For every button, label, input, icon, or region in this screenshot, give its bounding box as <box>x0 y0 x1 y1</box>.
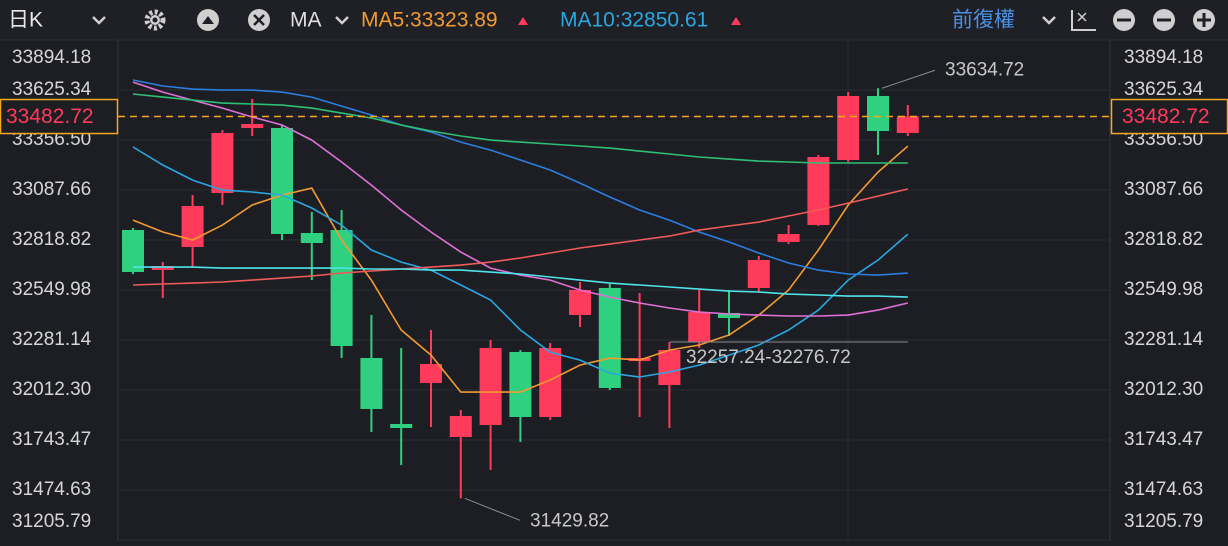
ma-line <box>132 188 908 286</box>
y-tick-label: 31205.79 <box>12 511 91 532</box>
axis-scale-icon[interactable] <box>1071 10 1096 31</box>
y-tick-label: 33625.34 <box>12 79 92 100</box>
candle-body <box>688 311 711 342</box>
last-price-label: 33482.72 <box>6 105 94 128</box>
candle-body <box>896 116 919 133</box>
collapse-icon[interactable] <box>197 9 219 31</box>
y-tick-label: 31743.47 <box>1124 429 1203 450</box>
candle-body <box>479 348 502 425</box>
candle-body <box>360 357 383 409</box>
ma5-legend: MA5:33323.89 <box>361 9 498 32</box>
candle-body <box>181 206 204 247</box>
candle-body <box>539 348 562 417</box>
dropdown-icon[interactable] <box>335 16 349 25</box>
settings-icon[interactable] <box>144 9 166 31</box>
y-tick-label: 32818.82 <box>12 229 91 250</box>
min-label: 31429.82 <box>530 510 609 531</box>
y-tick-label: 32818.82 <box>1124 229 1203 250</box>
last-price-box <box>0 98 119 135</box>
y-tick-label: 31474.63 <box>12 479 91 500</box>
ma10-legend: MA10:32850.61 <box>560 9 708 32</box>
candle-body <box>241 124 264 129</box>
candle-body <box>509 351 532 417</box>
y-tick-label: 33087.66 <box>12 179 91 200</box>
candle-body <box>330 229 353 346</box>
y-tick-label: 32549.98 <box>12 279 91 300</box>
candle-body <box>718 312 740 318</box>
up-arrow <box>518 17 528 25</box>
candle-body <box>747 259 770 288</box>
candle-body <box>598 287 621 388</box>
close-indicator-icon[interactable] <box>248 9 270 31</box>
y-tick-label: 32012.30 <box>1124 379 1203 400</box>
period-selector[interactable]: 日K <box>8 9 43 32</box>
y-tick-label: 31743.47 <box>12 429 91 450</box>
y-tick-label: 32012.30 <box>12 379 91 400</box>
candle-body <box>569 289 591 315</box>
indicator-selector[interactable]: MA <box>290 9 322 32</box>
candle-body <box>420 364 442 383</box>
y-tick-label: 33894.18 <box>1124 47 1203 68</box>
dropdown-icon[interactable] <box>92 16 106 25</box>
zoom-in-icon[interactable] <box>1193 9 1215 31</box>
candle-body <box>837 95 860 160</box>
y-tick-label: 32281.14 <box>12 329 92 350</box>
y-tick-label: 31205.79 <box>1124 511 1203 532</box>
up-arrow <box>731 17 741 25</box>
candle-body <box>300 232 323 243</box>
labels: 31205.79 31205.79 31474.63 31474.63 31743.47… <box>0 47 1228 532</box>
y-tick-label: 33087.66 <box>1124 179 1203 200</box>
candle-body <box>807 156 830 225</box>
min-leader <box>464 497 521 521</box>
candle-body <box>658 349 681 385</box>
y-tick-label: 32281.14 <box>1124 329 1204 350</box>
dropdown-icon[interactable] <box>1042 16 1056 25</box>
ma-line <box>132 79 908 276</box>
candle-body <box>271 128 293 234</box>
ma-line <box>132 146 909 378</box>
y-tick-label: 33625.34 <box>1124 79 1204 100</box>
candle-body <box>211 132 234 194</box>
ma-line <box>132 145 909 393</box>
last-price-box <box>1110 98 1228 135</box>
max-label: 33634.72 <box>945 59 1024 80</box>
candle-body <box>151 266 174 271</box>
candle-body <box>867 95 889 131</box>
y-tick-label: 32549.98 <box>1124 279 1203 300</box>
zoom-out-icon[interactable] <box>1113 9 1135 31</box>
plot <box>118 79 1110 499</box>
y-tick-label: 31474.63 <box>1124 479 1203 500</box>
candle-body <box>122 229 144 272</box>
candle-body <box>777 233 800 242</box>
y-tick-label: 33894.18 <box>12 47 91 68</box>
last-price-label: 33482.72 <box>1122 105 1210 128</box>
max-leader <box>881 69 936 89</box>
adjust-selector[interactable]: 前復權 <box>952 9 1015 32</box>
range-label: 32257.24-32276.72 <box>686 347 851 368</box>
candle-body <box>390 423 413 428</box>
ma-line <box>132 93 908 164</box>
ma-line <box>133 266 908 298</box>
zoom-out-icon[interactable] <box>1153 9 1175 31</box>
candle-body <box>449 416 472 437</box>
ma-line <box>132 81 908 317</box>
